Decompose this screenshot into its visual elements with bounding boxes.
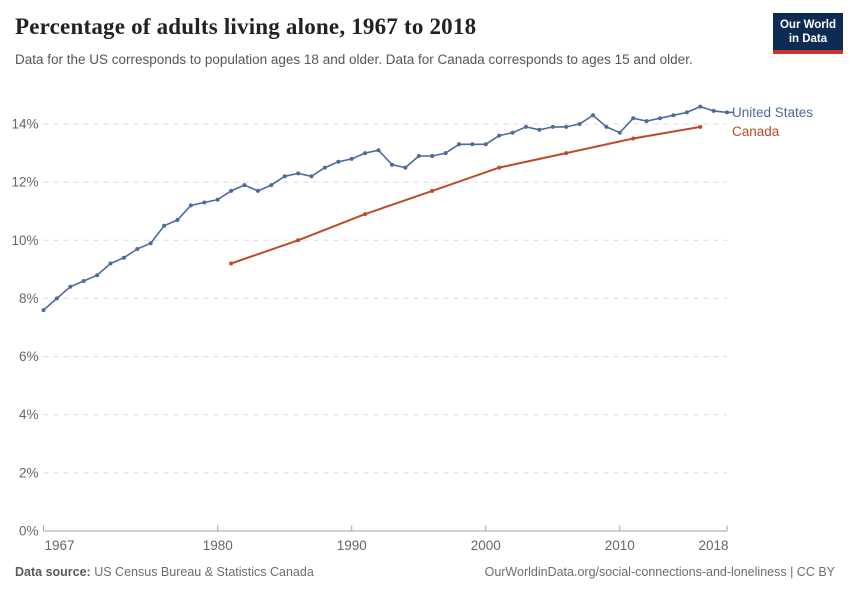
y-tick-label-2: 2% [19, 465, 39, 480]
data-point-united-states-1987[interactable] [309, 174, 314, 179]
data-point-canada-1996[interactable] [430, 188, 435, 193]
legend-label-united-states[interactable]: United States [732, 105, 813, 120]
data-point-canada-1991[interactable] [363, 212, 368, 217]
data-point-united-states-2015[interactable] [684, 110, 689, 115]
data-point-united-states-1971[interactable] [95, 273, 100, 278]
y-tick-label-4: 4% [19, 407, 39, 422]
data-point-united-states-2016[interactable] [698, 104, 703, 109]
owid-logo-box: Our World in Data [772, 13, 843, 54]
x-tick-label-2000: 2000 [471, 538, 501, 553]
data-source-label: Data source: [15, 565, 91, 579]
x-tick-label-2010: 2010 [605, 538, 635, 553]
data-point-united-states-1995[interactable] [416, 154, 421, 158]
data-point-united-states-1990[interactable] [349, 156, 354, 161]
data-point-united-states-2011[interactable] [631, 116, 636, 121]
data-point-united-states-1973[interactable] [121, 255, 126, 260]
data-point-united-states-1967[interactable] [41, 308, 46, 313]
data-point-united-states-1998[interactable] [457, 142, 461, 147]
data-point-united-states-1996[interactable] [430, 154, 435, 158]
data-point-united-states-1997[interactable] [443, 151, 448, 156]
owid-logo: Our World in Data [772, 13, 843, 54]
footer-citation-link[interactable]: OurWorldinData.org/social-connections-an… [484, 565, 835, 579]
data-point-united-states-2003[interactable] [524, 124, 528, 129]
data-point-united-states-1978[interactable] [188, 203, 193, 208]
data-point-united-states-1974[interactable] [135, 247, 140, 251]
data-point-united-states-2001[interactable] [497, 133, 502, 138]
data-point-united-states-2007[interactable] [577, 122, 582, 126]
y-tick-label-14: 14% [11, 117, 38, 132]
data-point-united-states-2018[interactable] [725, 110, 729, 115]
data-source: Data source: US Census Bureau & Statisti… [15, 565, 314, 579]
chart-subtitle: Data for the US corresponds to populatio… [15, 52, 693, 67]
data-point-united-states-1991[interactable] [363, 151, 368, 156]
y-tick-label-6: 6% [19, 349, 39, 364]
data-point-united-states-1984[interactable] [269, 183, 274, 188]
data-point-united-states-2008[interactable] [591, 113, 595, 118]
data-point-united-states-1999[interactable] [470, 142, 475, 147]
x-tick-label-1967: 1967 [45, 538, 75, 553]
data-point-canada-2006[interactable] [564, 151, 569, 156]
series-line-canada[interactable] [230, 125, 702, 265]
chart-footer: Data source: US Census Bureau & Statisti… [15, 565, 835, 579]
chart-title: Percentage of adults living alone, 1967 … [15, 14, 477, 39]
y-tick-label-8: 8% [19, 291, 39, 306]
data-point-united-states-2005[interactable] [550, 124, 555, 129]
data-point-canada-1981[interactable] [229, 261, 234, 266]
data-point-united-states-2002[interactable] [510, 130, 515, 135]
data-point-canada-2016[interactable] [698, 124, 703, 129]
data-point-united-states-2014[interactable] [671, 113, 676, 118]
x-tick-label-1980: 1980 [203, 538, 233, 553]
y-tick-label-0: 0% [19, 524, 39, 539]
data-point-united-states-1976[interactable] [162, 223, 167, 228]
data-point-canada-2001[interactable] [497, 165, 502, 170]
data-point-united-states-2004[interactable] [537, 127, 542, 132]
data-point-united-states-1994[interactable] [403, 165, 408, 170]
data-point-united-states-1979[interactable] [202, 200, 207, 205]
data-point-canada-1986[interactable] [296, 238, 301, 243]
data-point-united-states-1985[interactable] [282, 174, 287, 179]
data-point-united-states-2006[interactable] [564, 124, 569, 129]
data-point-united-states-1992[interactable] [376, 148, 381, 153]
data-point-united-states-2013[interactable] [658, 116, 662, 121]
y-tick-label-12: 12% [11, 175, 38, 190]
data-point-united-states-1989[interactable] [336, 159, 341, 164]
x-tick-label-1990: 1990 [337, 538, 367, 553]
data-point-united-states-2009[interactable] [604, 124, 609, 129]
data-point-united-states-1988[interactable] [322, 165, 327, 170]
legend-label-canada[interactable]: Canada [732, 124, 780, 139]
x-tick-label-2018: 2018 [698, 538, 728, 553]
data-point-united-states-1986[interactable] [296, 171, 301, 176]
data-point-united-states-1993[interactable] [390, 162, 394, 167]
data-point-canada-2011[interactable] [631, 136, 636, 141]
data-point-united-states-1968[interactable] [54, 296, 59, 301]
data-point-united-states-2017[interactable] [711, 108, 716, 113]
data-point-united-states-1970[interactable] [81, 279, 86, 283]
owid-logo-line2: in Data [788, 33, 828, 45]
data-point-united-states-2010[interactable] [617, 130, 622, 135]
data-point-united-states-1980[interactable] [215, 197, 220, 202]
data-source-value: US Census Bureau & Statistics Canada [94, 565, 314, 579]
series-line-united-states[interactable] [42, 105, 728, 311]
y-tick-label-10: 10% [11, 233, 38, 248]
owid-logo-line1: Our World [779, 19, 836, 31]
data-point-united-states-2012[interactable] [644, 119, 649, 124]
data-point-united-states-1969[interactable] [68, 284, 73, 289]
data-point-united-states-1982[interactable] [242, 183, 247, 188]
data-point-united-states-1975[interactable] [148, 241, 153, 246]
data-point-united-states-1972[interactable] [108, 261, 113, 266]
data-point-united-states-1977[interactable] [175, 217, 180, 222]
data-point-united-states-1981[interactable] [229, 188, 234, 193]
data-point-united-states-1983[interactable] [255, 188, 260, 193]
data-point-united-states-2000[interactable] [483, 142, 488, 147]
